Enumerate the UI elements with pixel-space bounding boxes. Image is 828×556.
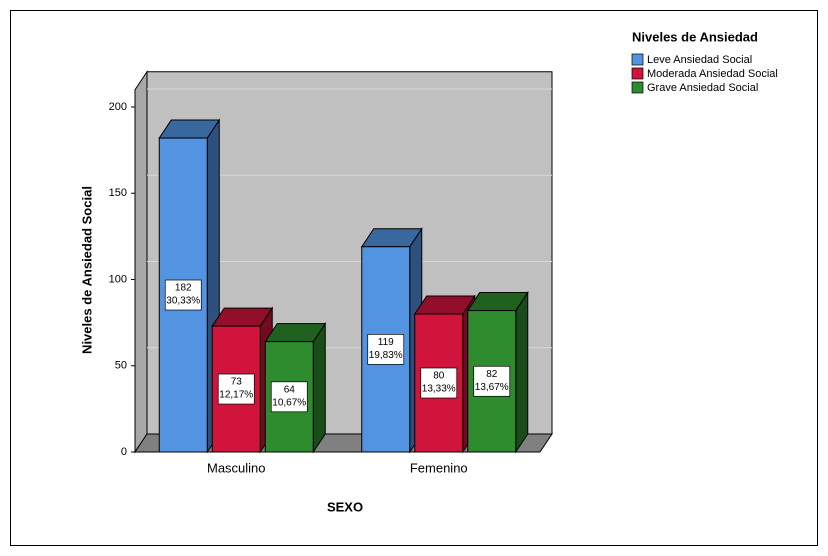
y-axis-title: Niveles de Ansiedad Social	[79, 186, 94, 354]
y-tick-label: 0	[121, 446, 127, 458]
legend-swatch	[631, 67, 644, 80]
data-label: 13,67%	[475, 382, 509, 393]
data-label: 12,17%	[219, 390, 253, 401]
legend-label: Moderada Ansiedad Social	[647, 68, 778, 80]
data-label: 10,67%	[272, 397, 306, 408]
data-label: 30,33%	[166, 296, 200, 307]
data-label-box	[270, 381, 308, 413]
side-wall	[134, 70, 148, 454]
data-label-box	[420, 367, 458, 399]
data-label: 73	[231, 377, 243, 388]
data-label: 119	[378, 337, 394, 348]
y-tick-label: 100	[109, 273, 127, 285]
data-label: 13,33%	[422, 384, 456, 395]
x-tick-label: Femenino	[410, 460, 468, 475]
legend-label: Leve Ansiedad Social	[647, 54, 752, 66]
data-label: 80	[433, 371, 445, 382]
data-label: 19,83%	[369, 350, 403, 361]
y-tick-label: 150	[109, 187, 127, 199]
x-axis-title: SEXO	[327, 499, 363, 514]
data-label: 82	[486, 369, 498, 380]
data-label-box	[473, 365, 511, 397]
data-label-box	[217, 373, 255, 405]
legend-swatch	[631, 81, 644, 94]
x-tick-label: Masculino	[207, 460, 266, 475]
data-label: 182	[175, 283, 192, 294]
bar-side	[312, 321, 326, 454]
legend-title: Niveles de Ansiedad	[632, 29, 758, 44]
legend-swatch	[631, 53, 644, 66]
data-label-box	[367, 334, 405, 365]
bar-side	[515, 290, 529, 454]
y-tick-label: 200	[109, 101, 127, 113]
data-label-box	[164, 279, 202, 311]
data-label: 64	[284, 384, 296, 395]
y-tick-label: 50	[115, 360, 127, 372]
legend-label: Grave Ansiedad Social	[647, 82, 758, 94]
